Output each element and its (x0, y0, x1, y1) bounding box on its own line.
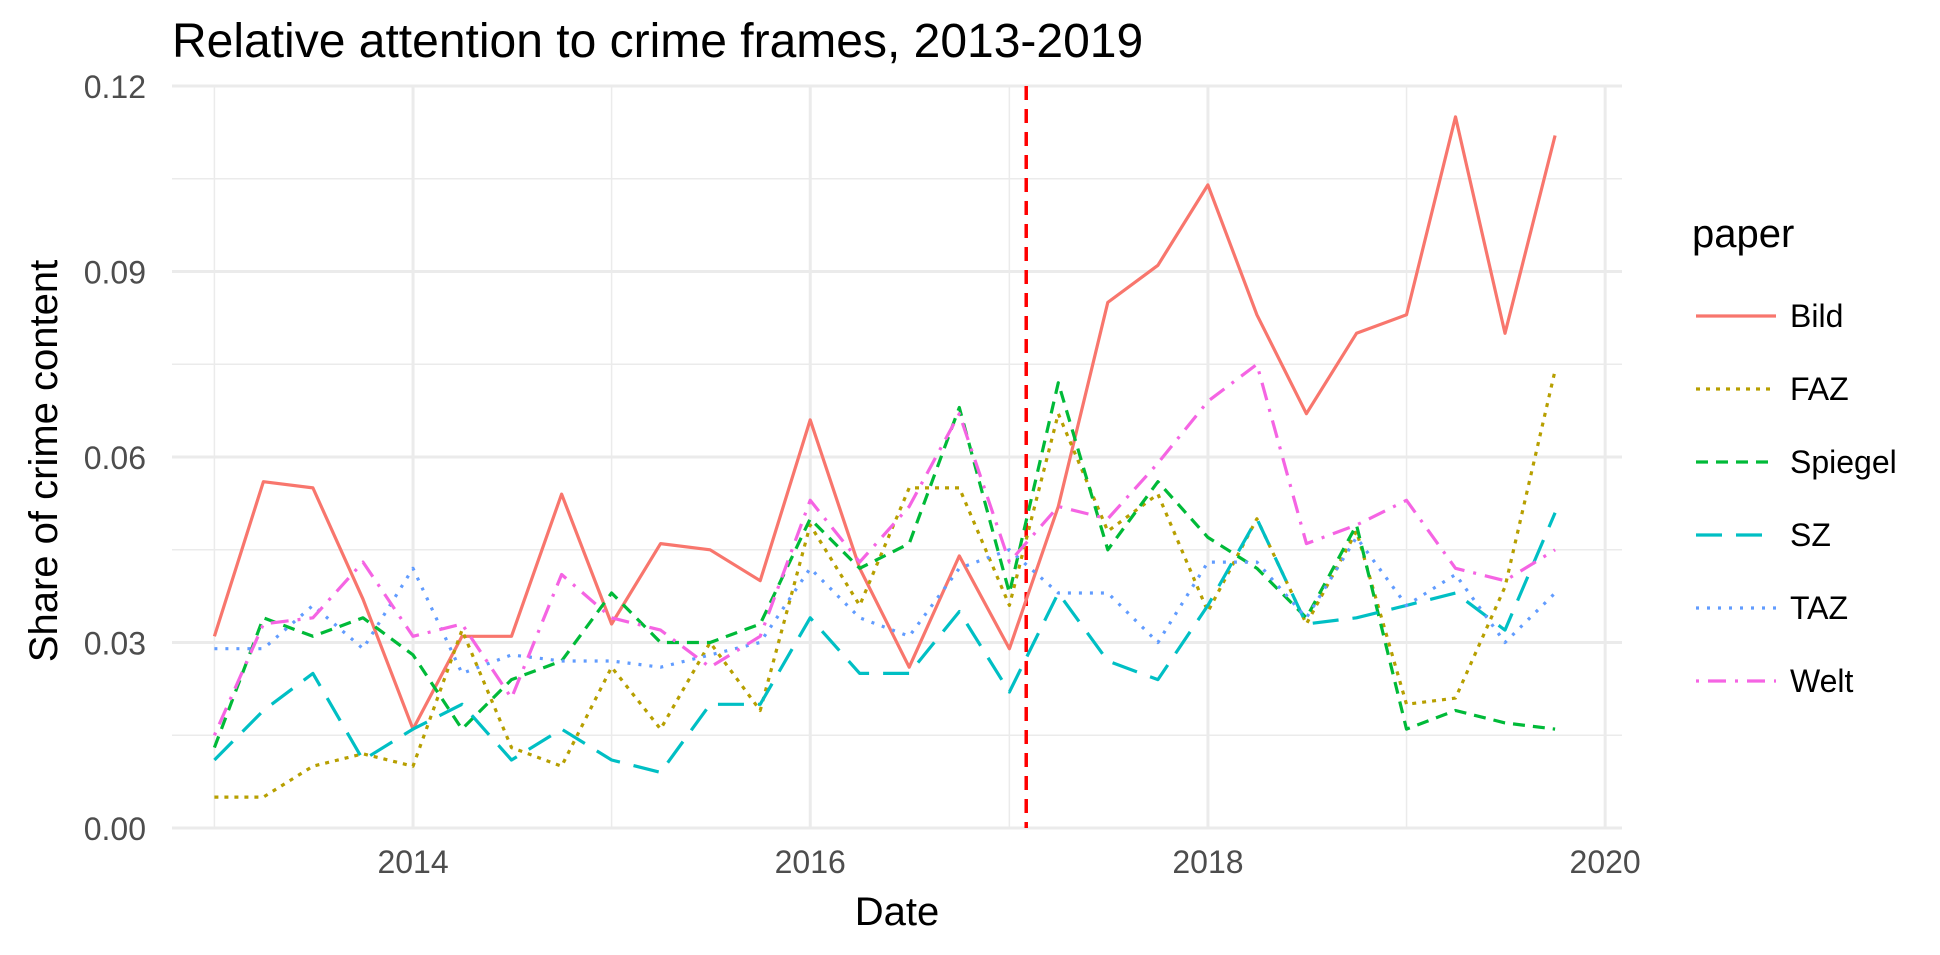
series-line-bild (212, 115, 1557, 731)
legend-label-sz: SZ (1790, 517, 1831, 553)
axes: Date Share of crime content 0.00 0.03 0.06… (22, 69, 1641, 934)
series-group (212, 115, 1557, 799)
y-tick-label: 0.09 (84, 255, 146, 291)
legend-label-spiegel: Spiegel (1790, 444, 1897, 480)
x-tick-label: 2014 (377, 844, 448, 880)
legend-title: paper (1692, 212, 1794, 256)
x-tick-label: 2018 (1172, 844, 1243, 880)
x-tick-label: 2016 (775, 844, 846, 880)
series-line-taz (214, 535, 1557, 676)
y-tick-label: 0.00 (84, 811, 146, 847)
x-axis-title: Date (855, 890, 940, 934)
y-tick-label: 0.12 (84, 69, 146, 105)
legend-label-bild: Bild (1790, 298, 1843, 334)
legend-label-welt: Welt (1790, 663, 1854, 699)
series-line-welt (212, 362, 1556, 736)
y-axis-title: Share of crime content (22, 260, 66, 662)
y-tick-label: 0.06 (84, 440, 146, 476)
series-line-faz (214, 370, 1557, 799)
grid (172, 84, 1622, 830)
y-tick-label: 0.03 (84, 626, 146, 662)
x-tick-label: 2020 (1570, 844, 1641, 880)
legend: paper Bild FAZ Spiegel SZ TAZ Welt (1692, 212, 1897, 699)
legend-label-faz: FAZ (1790, 371, 1849, 407)
series-line-sz (213, 512, 1557, 775)
legend-label-taz: TAZ (1790, 590, 1848, 626)
series-line-spiegel (212, 381, 1556, 749)
chart-title: Relative attention to crime frames, 2013… (172, 15, 1144, 68)
